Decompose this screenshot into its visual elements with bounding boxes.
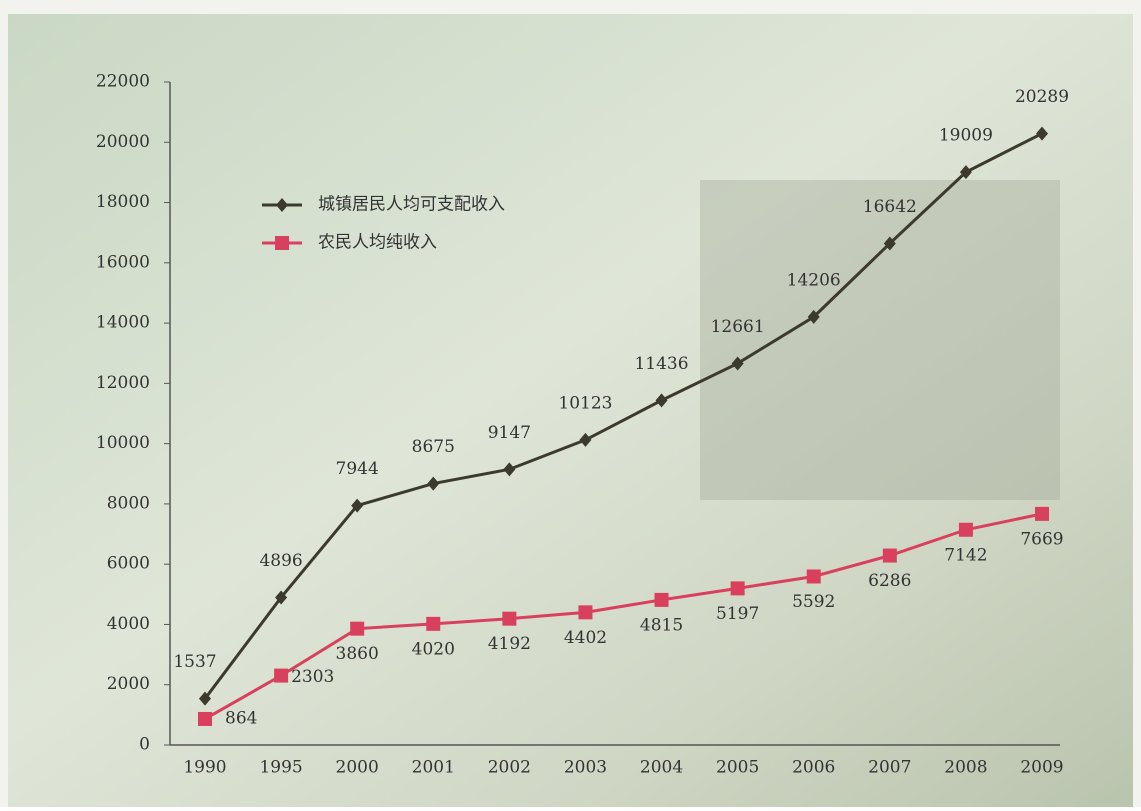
data-point <box>579 432 592 447</box>
data-label: 9147 <box>488 423 531 443</box>
y-tick-label: 16000 <box>96 252 150 272</box>
x-tick-label: 1995 <box>259 758 302 778</box>
data-label: 16642 <box>863 197 917 217</box>
data-point <box>274 668 289 683</box>
x-tick-label: 2003 <box>564 758 607 778</box>
data-label: 4402 <box>564 628 607 648</box>
y-tick-label: 12000 <box>96 373 150 393</box>
data-point <box>578 605 593 620</box>
data-point <box>806 569 821 584</box>
y-tick-label: 18000 <box>96 192 150 212</box>
data-point <box>198 711 212 726</box>
legend-marker <box>275 236 289 250</box>
y-tick-label: 10000 <box>96 433 150 453</box>
x-tick-label: 2008 <box>944 758 987 778</box>
data-point <box>883 236 896 251</box>
y-tick-label: 2000 <box>107 674 150 694</box>
legend-marker <box>276 198 288 212</box>
data-label: 6286 <box>868 571 911 591</box>
data-label: 7944 <box>336 459 379 479</box>
legend-label: 农民人均纯收入 <box>318 233 437 253</box>
data-point <box>958 522 973 537</box>
data-label: 3860 <box>336 644 379 664</box>
x-tick-label: 2009 <box>1020 758 1063 778</box>
data-label: 4192 <box>488 634 531 654</box>
x-tick-label: 2006 <box>792 758 835 778</box>
y-tick-label: 4000 <box>107 614 150 634</box>
data-point <box>1035 506 1049 521</box>
data-label: 4020 <box>412 639 455 659</box>
series-line <box>204 512 1043 721</box>
data-label: 5592 <box>792 592 835 612</box>
y-tick-label: 0 <box>139 735 150 755</box>
y-tick-label: 14000 <box>96 313 150 333</box>
data-point <box>503 462 516 477</box>
x-tick-label: 1990 <box>183 758 226 778</box>
data-point <box>731 356 744 371</box>
data-point <box>351 498 364 513</box>
data-label: 10123 <box>558 393 612 413</box>
data-label: 7669 <box>1020 529 1063 549</box>
y-tick-label: 20000 <box>96 132 150 152</box>
data-point <box>655 393 668 408</box>
data-point <box>350 621 365 636</box>
data-label: 8675 <box>412 437 455 457</box>
data-label: 7142 <box>944 545 987 565</box>
data-label: 864 <box>225 708 257 728</box>
data-point <box>427 476 440 491</box>
background-photo <box>8 14 1133 807</box>
data-point <box>959 165 972 180</box>
data-point <box>275 590 288 605</box>
data-point <box>882 548 897 563</box>
data-point <box>730 581 745 596</box>
data-label: 20289 <box>1015 87 1069 107</box>
x-tick-label: 2000 <box>336 758 379 778</box>
series-line <box>203 132 1043 700</box>
data-label: 12661 <box>711 317 765 337</box>
x-tick-label: 2001 <box>412 758 455 778</box>
data-label: 14206 <box>787 270 841 290</box>
y-tick-label: 22000 <box>96 72 150 92</box>
y-tick-label: 6000 <box>107 554 150 574</box>
background-building <box>700 180 1060 500</box>
data-point <box>1036 126 1048 141</box>
data-label: 19009 <box>939 126 993 146</box>
x-tick-label: 2002 <box>488 758 531 778</box>
legend-label: 城镇居民人均可支配收入 <box>318 195 505 215</box>
data-point <box>199 691 211 706</box>
data-label: 11436 <box>634 354 688 374</box>
x-tick-label: 2004 <box>640 758 683 778</box>
data-point <box>426 616 441 631</box>
y-tick-label: 8000 <box>107 493 150 513</box>
data-label: 5197 <box>716 604 759 624</box>
data-point <box>654 592 669 607</box>
data-label: 2303 <box>291 667 334 687</box>
data-label: 1537 <box>173 652 216 672</box>
data-label: 4815 <box>640 615 683 635</box>
data-point <box>807 309 820 324</box>
data-point <box>502 611 517 626</box>
x-tick-label: 2005 <box>716 758 759 778</box>
x-tick-label: 2007 <box>868 758 911 778</box>
data-label: 4896 <box>259 551 302 571</box>
